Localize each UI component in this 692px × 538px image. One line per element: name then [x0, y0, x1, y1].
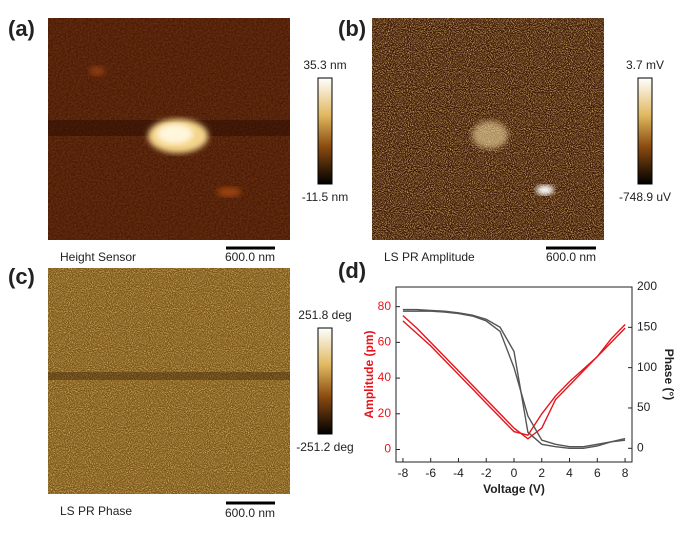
y2-tick-label: 0	[637, 440, 644, 454]
y-tick-label: 40	[378, 370, 392, 384]
x-tick-label: -6	[425, 466, 436, 480]
caption: LS PR Phase	[60, 504, 132, 518]
x-tick-label: 2	[538, 466, 545, 480]
panel-label: (c)	[8, 264, 35, 289]
panel-d: (d) -8 -6 -4 -2 0 2 4 6 8020406080050100150200Vo…	[338, 258, 676, 496]
panel-a: (a) Height Sensor 600.0 nm 35.3 nm -11.5…	[8, 16, 348, 264]
panel-b: (b) LS PR Amplitude 600.0 nm 3.7 mV -748…	[338, 16, 671, 264]
y2-axis-label: Phase (°)	[662, 349, 676, 400]
x-tick-label: 8	[622, 466, 629, 480]
y2-tick-label: 200	[637, 279, 657, 293]
y-tick-label: 80	[378, 299, 392, 313]
y2-tick-label: 150	[637, 319, 657, 333]
x-tick-label: 6	[594, 466, 601, 480]
scale-bar-label: 600.0 nm	[225, 506, 275, 520]
x-tick-label: 0	[511, 466, 518, 480]
colorbar-min: -251.2 deg	[296, 440, 353, 454]
colorbar-max: 3.7 mV	[626, 58, 664, 72]
data-line	[402, 308, 626, 449]
colorbar	[637, 77, 653, 185]
y-axis-label: Amplitude (pm)	[362, 331, 376, 419]
caption: LS PR Amplitude	[384, 250, 475, 264]
x-tick-label: -8	[398, 466, 409, 480]
y-tick-label: 20	[378, 406, 392, 420]
y2-tick-label: 100	[637, 360, 657, 374]
panel-c: (c) LS PR Phase 600.0 nm 251.8 deg -251.…	[8, 264, 354, 520]
x-tick-label: -2	[481, 466, 492, 480]
scale-bar-label: 600.0 nm	[546, 250, 596, 264]
colorbar	[317, 77, 333, 185]
x-axis-label: Voltage (V)	[483, 482, 545, 496]
caption: Height Sensor	[60, 250, 136, 264]
scale-bar-label: 600.0 nm	[225, 250, 275, 264]
x-tick-label: 4	[566, 466, 573, 480]
data-line	[402, 310, 626, 448]
plot-frame	[395, 286, 633, 463]
x-tick-label: -4	[453, 466, 464, 480]
colorbar-max: 251.8 deg	[298, 308, 351, 322]
y2-tick-label: 50	[637, 400, 651, 414]
panel-label: (b)	[338, 16, 366, 41]
colorbar-min: -748.9 uV	[619, 190, 671, 204]
y-tick-label: 60	[378, 335, 392, 349]
panel-label: (a)	[8, 16, 35, 41]
colorbar-min: -11.5 nm	[302, 190, 348, 204]
colorbar-max: 35.3 nm	[303, 58, 346, 72]
colorbar	[317, 327, 333, 435]
data-line	[402, 320, 626, 437]
data-line	[402, 315, 626, 440]
panel-label: (d)	[338, 258, 366, 283]
y-tick-label: 0	[384, 442, 391, 456]
